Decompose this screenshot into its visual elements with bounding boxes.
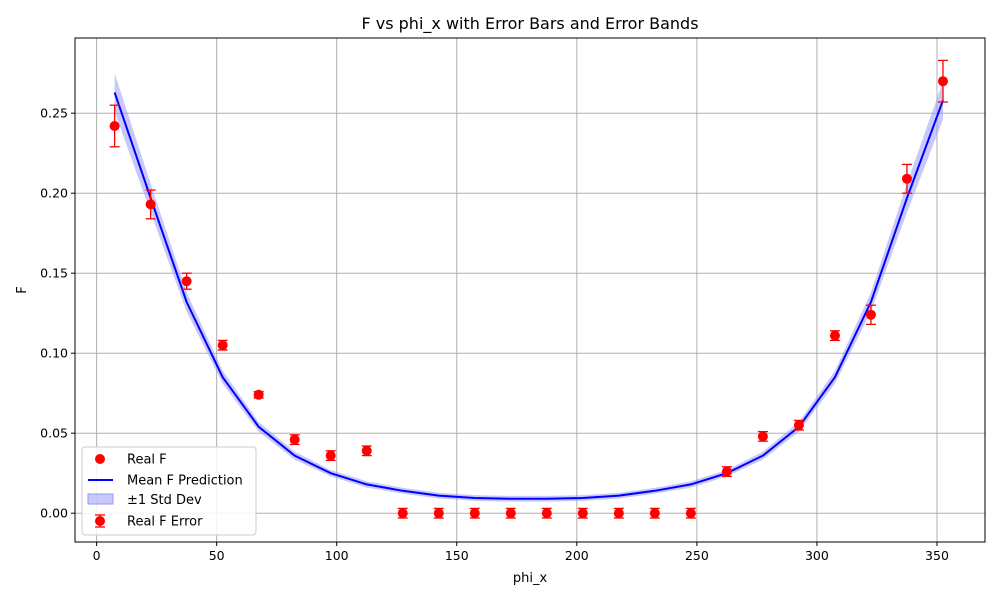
x-axis-title: phi_x — [513, 571, 548, 586]
mean-prediction-line — [113, 92, 944, 500]
real-f-point — [793, 420, 804, 431]
grid-layer — [75, 38, 985, 542]
line-layer — [113, 92, 944, 500]
legend: Real F Mean F Prediction ±1 Std Dev Real… — [81, 446, 257, 536]
x-tick-label: 0 — [93, 548, 101, 563]
real-f-point — [541, 508, 552, 519]
real-f-point — [901, 173, 912, 184]
real-f-point — [109, 121, 120, 131]
legend-marker-real-f — [95, 454, 105, 464]
y-axis-title: F — [15, 286, 30, 293]
y-tick-label: 0.20 — [40, 186, 68, 201]
x-tick-label: 300 — [805, 548, 829, 563]
legend-marker-errorbar-point — [95, 516, 105, 526]
x-tick-label: 50 — [209, 548, 225, 563]
y-tick-label: 0.10 — [40, 346, 68, 361]
legend-label-mean-prediction: Mean F Prediction — [127, 474, 243, 489]
real-f-point — [253, 389, 264, 400]
real-f-point — [325, 450, 336, 461]
std-dev-band — [114, 73, 943, 502]
real-f-point — [217, 340, 228, 351]
y-tick-label: 0.05 — [40, 426, 68, 441]
y-tick-label: 0.15 — [40, 266, 68, 281]
real-f-point — [829, 330, 840, 341]
points-layer — [109, 76, 948, 519]
y-tick-label: 0.25 — [40, 106, 68, 121]
real-f-point — [361, 445, 372, 456]
real-f-point — [937, 76, 948, 87]
real-f-point — [613, 508, 624, 519]
real-f-point — [577, 508, 588, 519]
x-tick-label: 150 — [445, 548, 469, 563]
legend-label-real-f-error: Real F Error — [127, 515, 203, 530]
legend-label-real-f: Real F — [127, 453, 167, 468]
real-f-point — [181, 276, 192, 287]
real-f-point — [685, 508, 696, 519]
plot-frame — [74, 37, 986, 543]
chart-title: F vs phi_x with Error Bars and Error Ban… — [361, 14, 698, 34]
real-f-point — [865, 309, 876, 320]
real-f-point — [289, 434, 300, 445]
real-f-point — [469, 508, 480, 519]
ticks-layer: 0 50 100 150 200 250 300 350 0.00 0.05 0.10 0.15 0.2… — [40, 106, 949, 563]
real-f-point — [145, 199, 156, 210]
real-f-point — [433, 508, 444, 519]
legend-marker-std-band — [87, 493, 114, 505]
real-f-point — [757, 431, 768, 442]
x-tick-label: 250 — [685, 548, 709, 563]
legend-label-std-dev: ±1 Std Dev — [127, 493, 202, 508]
x-tick-label: 200 — [565, 548, 589, 563]
x-tick-label: 350 — [925, 548, 949, 563]
real-f-point — [721, 466, 732, 477]
band-layer — [114, 73, 943, 502]
x-tick-label: 100 — [325, 548, 349, 563]
legend-box — [81, 446, 257, 536]
real-f-point — [505, 508, 516, 519]
real-f-point — [397, 508, 408, 519]
y-tick-label: 0.00 — [40, 506, 68, 521]
real-f-point — [649, 508, 660, 519]
